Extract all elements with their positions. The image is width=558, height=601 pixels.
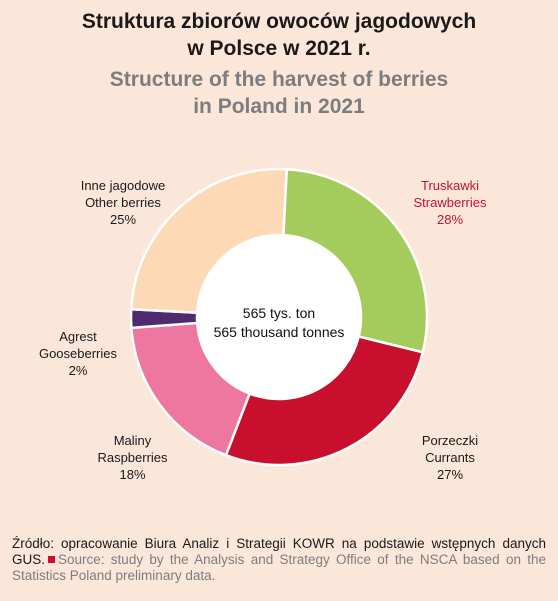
slice-label-currants: Porzeczki Currants 27% bbox=[400, 432, 500, 483]
slice-label-pl: Agrest bbox=[59, 329, 97, 344]
slice-label-en: Raspberries bbox=[97, 450, 168, 465]
center-total-pl: 565 tys. ton bbox=[242, 305, 316, 321]
center-total-en: 565 thousand tonnes bbox=[213, 324, 345, 340]
source-note-en: Source: study by the Analysis and Strate… bbox=[12, 552, 546, 583]
source-note: Źródło: opracowanie Biura Analiz i Strat… bbox=[12, 536, 546, 584]
source-note-pl: Źródło: opracowanie Biura Analiz i Strat… bbox=[12, 536, 546, 567]
slice-label-en: Currants bbox=[425, 450, 475, 465]
donut-hole bbox=[197, 235, 361, 399]
slice-value: 2% bbox=[68, 363, 88, 378]
donut-center-label: 565 tys. ton 565 thousand tonnes bbox=[179, 304, 379, 342]
slice-label-pl: Truskawki bbox=[420, 178, 480, 193]
slice-label-gooseberries: Agrest Gooseberries 2% bbox=[28, 328, 128, 379]
slice-value: 27% bbox=[436, 467, 464, 482]
title-en-line1: Structure of the harvest of berries bbox=[109, 68, 449, 91]
title-pl-line2: w Polsce w 2021 r. bbox=[187, 37, 371, 60]
slice-label-pl: Maliny bbox=[113, 433, 152, 448]
slice-label-en: Gooseberries bbox=[38, 346, 118, 361]
slice-label-strawberries: Truskawki Strawberries 28% bbox=[395, 177, 505, 228]
slice-label-other: Inne jagodowe Other berries 25% bbox=[68, 177, 178, 228]
slice-label-pl: Porzeczki bbox=[421, 433, 479, 448]
slice-value: 18% bbox=[119, 467, 146, 482]
slice-label-pl: Inne jagodowe bbox=[80, 178, 166, 193]
title-pl-line1: Struktura zbiorów owoców jagodowych bbox=[81, 10, 477, 33]
chart-subtitle: Structure of the harvest of berries in P… bbox=[0, 66, 558, 120]
chart-title: Struktura zbiorów owoców jagodowych w Po… bbox=[0, 8, 558, 62]
slice-value: 28% bbox=[436, 212, 464, 227]
bullet-square-icon bbox=[48, 556, 56, 564]
slice-label-raspberries: Maliny Raspberries 18% bbox=[80, 432, 185, 483]
slice-label-en: Strawberries bbox=[413, 195, 487, 210]
slice-label-en: Other berries bbox=[85, 195, 161, 210]
title-en-line2: in Poland in 2021 bbox=[193, 95, 365, 118]
slice-value: 25% bbox=[109, 212, 137, 227]
